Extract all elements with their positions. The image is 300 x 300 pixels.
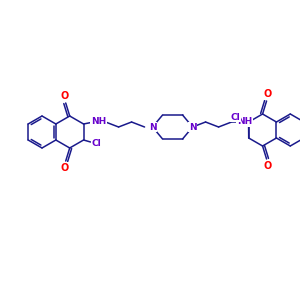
Text: O: O xyxy=(263,89,272,99)
Text: Cl: Cl xyxy=(92,140,101,148)
Text: Cl: Cl xyxy=(231,112,241,122)
Text: O: O xyxy=(61,91,69,101)
Text: N: N xyxy=(189,122,196,131)
Text: NH: NH xyxy=(237,118,252,127)
Text: N: N xyxy=(149,122,156,131)
Text: O: O xyxy=(61,163,69,173)
Text: NH: NH xyxy=(91,118,106,127)
Text: O: O xyxy=(263,161,272,171)
